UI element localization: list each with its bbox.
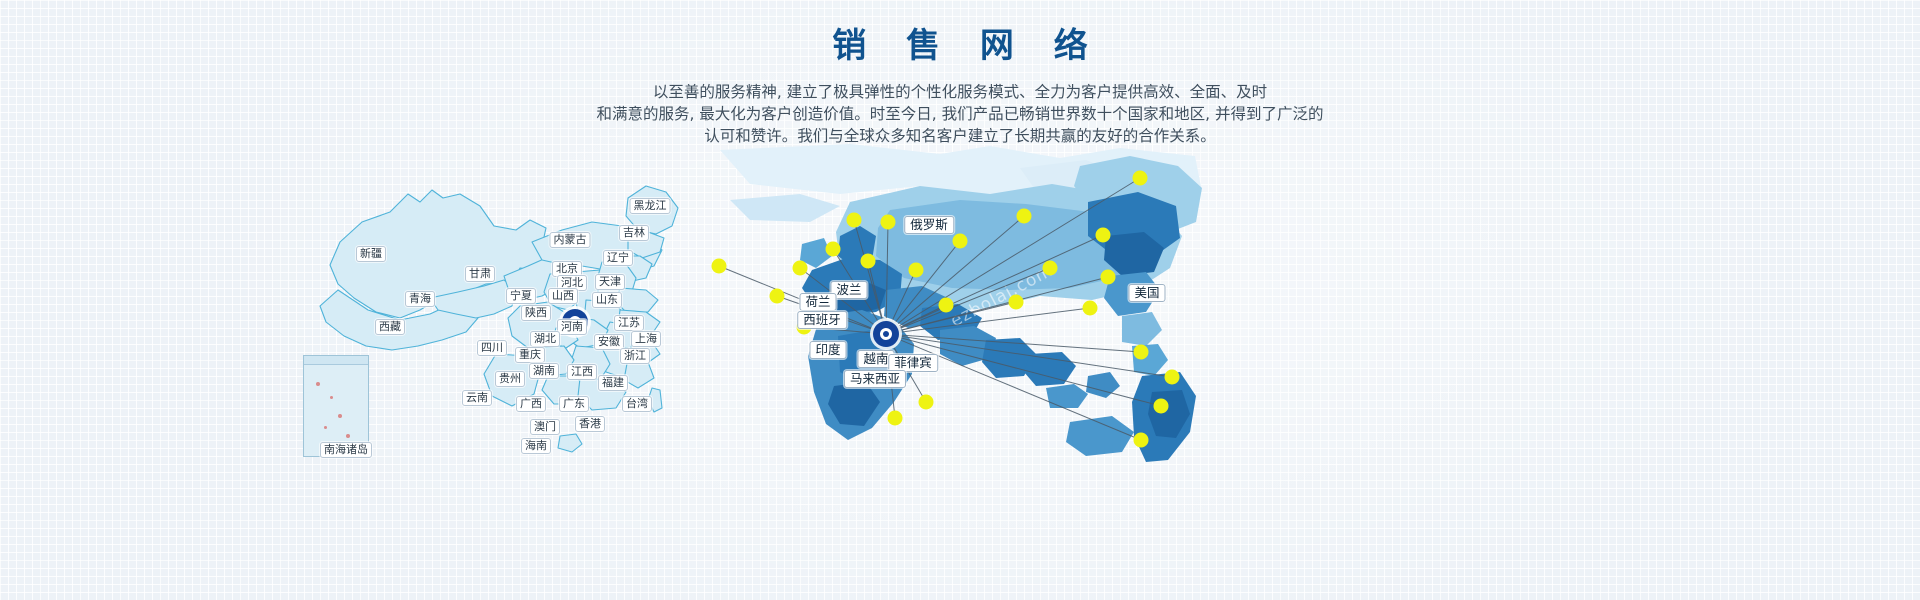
location-marker[interactable]	[769, 288, 785, 304]
label-province: 安徽	[594, 334, 624, 350]
label-province: 青海	[405, 291, 435, 307]
location-marker[interactable]	[711, 258, 727, 274]
label-province: 陕西	[521, 305, 551, 321]
label-country: 美国	[1128, 284, 1166, 302]
location-marker[interactable]	[1042, 260, 1058, 276]
label-province: 云南	[462, 390, 492, 406]
label-country: 荷兰	[799, 293, 837, 311]
label-province: 内蒙古	[549, 232, 591, 248]
label-province: 山西	[548, 288, 578, 304]
label-south-sea-islands: 南海诸岛	[320, 442, 372, 458]
label-province: 山东	[592, 292, 622, 308]
label-province: 吉林	[619, 225, 649, 241]
location-marker[interactable]	[846, 212, 862, 228]
location-marker[interactable]	[952, 233, 968, 249]
location-marker[interactable]	[1133, 344, 1149, 360]
label-province: 西藏	[375, 319, 405, 335]
label-province: 香港	[575, 416, 605, 432]
location-marker[interactable]	[938, 297, 954, 313]
label-province: 贵州	[495, 371, 525, 387]
location-marker[interactable]	[825, 241, 841, 257]
location-marker[interactable]	[1100, 269, 1116, 285]
location-marker[interactable]	[1153, 398, 1169, 414]
label-province: 湖南	[529, 363, 559, 379]
location-marker[interactable]	[887, 410, 903, 426]
label-province: 海南	[521, 438, 551, 454]
location-marker[interactable]	[1164, 369, 1180, 385]
location-marker[interactable]	[880, 214, 896, 230]
island-dot	[324, 426, 327, 429]
south-sea-islands-inset	[303, 355, 369, 457]
label-province: 澳门	[530, 419, 560, 435]
label-province: 四川	[477, 340, 507, 356]
label-country: 俄罗斯	[904, 216, 954, 234]
label-province: 福建	[598, 375, 628, 391]
location-marker[interactable]	[1095, 227, 1111, 243]
location-marker[interactable]	[1082, 300, 1098, 316]
label-province: 浙江	[620, 348, 650, 364]
label-province: 甘肃	[465, 266, 495, 282]
location-marker[interactable]	[1133, 432, 1149, 448]
label-province: 新疆	[356, 246, 386, 262]
label-province: 上海	[631, 331, 661, 347]
location-marker[interactable]	[792, 260, 808, 276]
label-province: 江苏	[614, 315, 644, 331]
island-dot	[338, 414, 342, 418]
location-marker[interactable]	[860, 253, 876, 269]
label-province: 广东	[559, 396, 589, 412]
inset-header-strip	[304, 356, 368, 365]
intro-paragraph: 以至善的服务精神, 建立了极具弹性的个性化服务模式、全力为客户提供高效、全面、及…	[520, 81, 1400, 147]
island-dot	[346, 434, 350, 438]
label-country: 西班牙	[797, 311, 847, 329]
location-marker[interactable]	[1008, 294, 1024, 310]
location-marker[interactable]	[1016, 208, 1032, 224]
label-province: 黑龙江	[629, 198, 671, 214]
label-country: 波兰	[830, 281, 868, 299]
location-marker[interactable]	[908, 262, 924, 278]
label-country: 印度	[809, 341, 847, 359]
label-province: 北京	[552, 261, 582, 277]
page-title: 销 售 网 络	[832, 26, 1102, 66]
intro-line-1: 以至善的服务精神, 建立了极具弹性的个性化服务模式、全力为客户提供高效、全面、及…	[652, 83, 1268, 101]
label-province: 江西	[567, 364, 597, 380]
label-province: 天津	[595, 274, 625, 290]
location-marker[interactable]	[918, 394, 934, 410]
header: 销 售 网 络 以至善的服务精神, 建立了极具弹性的个性化服务模式、全力为客户提…	[0, 0, 1920, 147]
label-province: 台湾	[622, 396, 652, 412]
island-dot	[316, 382, 320, 386]
label-province: 河南	[557, 319, 587, 335]
label-province: 重庆	[515, 347, 545, 363]
label-province: 湖北	[530, 331, 560, 347]
label-province: 辽宁	[603, 250, 633, 266]
label-country: 马来西亚	[843, 370, 907, 388]
world-hub-marker[interactable]	[873, 321, 899, 347]
intro-line-3: 认可和赞许。我们与全球众多知名客户建立了长期共赢的友好的合作关系。	[704, 127, 1216, 145]
label-province: 宁夏	[506, 288, 536, 304]
hub-gear-icon	[873, 321, 899, 347]
island-dot	[330, 396, 333, 399]
label-country: 菲律宾	[888, 354, 938, 372]
label-province: 广西	[516, 396, 546, 412]
location-marker[interactable]	[1132, 170, 1148, 186]
intro-line-2: 和满意的服务, 最大化为客户创造价值。时至今日, 我们产品已畅销世界数十个国家和…	[596, 105, 1324, 123]
